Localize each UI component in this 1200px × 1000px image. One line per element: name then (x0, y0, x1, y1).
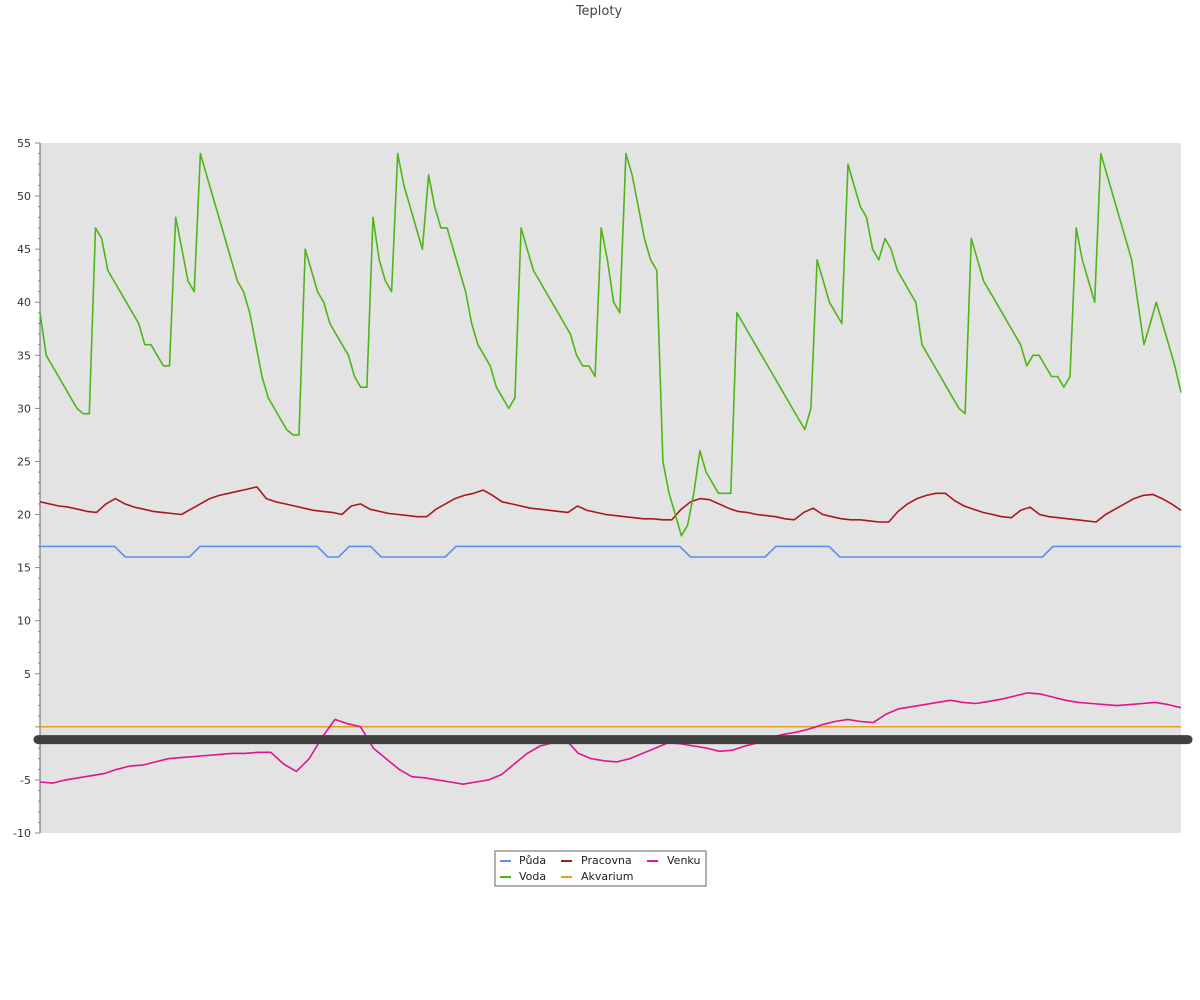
y-tick-label: -10 (13, 827, 31, 840)
series-puda (40, 545, 1181, 558)
y-tick-label: 55 (17, 137, 31, 150)
y-tick-label: 25 (17, 455, 31, 468)
y-tick-label: -5 (20, 774, 31, 787)
y-tick-label: 45 (17, 243, 31, 256)
y-axis: 55 50 45 40 35 30 25 20 15 10 5 -5 -10 (13, 137, 41, 840)
y-tick-label: 40 (17, 296, 31, 309)
series-pracovna (39, 486, 1182, 523)
y-tick-label: 50 (17, 190, 31, 203)
legend-label-voda: Voda (519, 870, 546, 883)
y-tick-label: 5 (24, 668, 31, 681)
legend-label-pracovna: Pracovna (581, 854, 632, 867)
y-tick-label: 15 (17, 562, 31, 575)
legend: Půda Voda Pracovna Akvarium Venku (494, 850, 707, 887)
legend-box (494, 850, 707, 887)
chart-title: Teploty (575, 4, 623, 19)
y-tick-label: 30 (17, 402, 31, 415)
y-tick-label: 35 (17, 349, 31, 362)
legend-label-puda: Půda (519, 854, 546, 867)
series-layer (33, 152, 1193, 785)
series-venku (39, 692, 1182, 785)
plot-area (40, 143, 1181, 833)
y-tick-label: 20 (17, 509, 31, 522)
y-tick-label: 10 (17, 615, 31, 628)
legend-label-venku: Venku (667, 854, 700, 867)
legend-label-akvarium: Akvarium (581, 870, 633, 883)
series-voda (39, 152, 1182, 537)
